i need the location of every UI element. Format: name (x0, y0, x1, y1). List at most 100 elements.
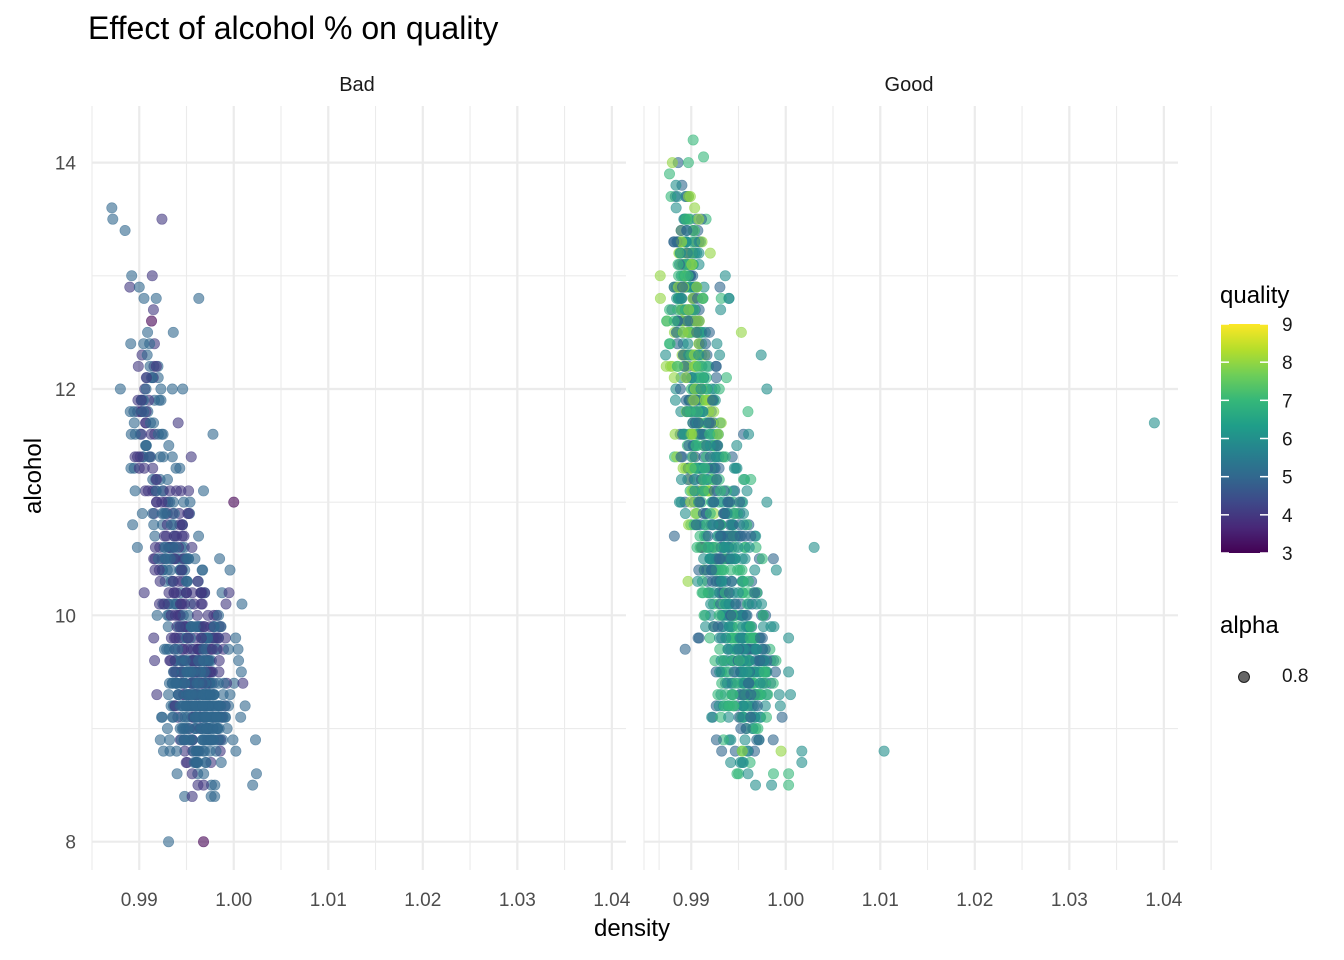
data-point (114, 383, 126, 395)
data-point (152, 553, 164, 565)
data-point (129, 485, 141, 497)
data-point (175, 734, 187, 746)
data-point (155, 394, 167, 406)
data-point (155, 383, 167, 395)
data-point (762, 689, 774, 701)
data-point (210, 745, 222, 757)
data-point (679, 507, 691, 519)
data-point (733, 768, 745, 780)
data-point (758, 666, 770, 678)
data-point (163, 689, 175, 701)
data-point (233, 655, 245, 667)
data-point (757, 609, 769, 621)
data-point (717, 655, 729, 667)
data-point (236, 598, 248, 610)
data-point (698, 609, 710, 621)
data-point (170, 541, 182, 553)
data-point (156, 711, 168, 723)
data-point (151, 689, 163, 701)
data-point (147, 304, 159, 316)
data-point (783, 632, 795, 644)
data-point (176, 598, 188, 610)
data-point (149, 541, 161, 553)
data-point (664, 338, 676, 350)
data-point (674, 383, 686, 395)
data-point (210, 711, 222, 723)
data-point (150, 360, 162, 372)
facet-strip-bad: Bad (339, 74, 375, 96)
data-point (693, 564, 705, 576)
data-point (725, 609, 737, 621)
data-point (195, 632, 207, 644)
data-point (668, 530, 680, 542)
data-point (213, 632, 225, 644)
data-point (723, 711, 735, 723)
data-point (126, 270, 138, 282)
data-point (735, 326, 747, 338)
data-point (200, 711, 212, 723)
data-point (767, 734, 779, 746)
data-point (706, 394, 718, 406)
data-point (154, 734, 166, 746)
data-point (119, 225, 131, 237)
x-tick-label: 1.04 (1145, 890, 1182, 911)
data-point (151, 609, 163, 621)
data-point (711, 474, 723, 486)
data-point (195, 587, 207, 599)
data-point (796, 745, 808, 757)
data-point (189, 621, 201, 633)
data-point (761, 383, 773, 395)
data-point (733, 655, 745, 667)
data-point (152, 428, 164, 440)
data-point (737, 575, 749, 587)
data-point (686, 258, 698, 270)
data-point (731, 643, 743, 655)
data-point (739, 734, 751, 746)
data-point (223, 643, 235, 655)
data-point (193, 530, 205, 542)
data-point (674, 247, 686, 259)
data-point (147, 462, 159, 474)
data-point (687, 247, 699, 259)
data-point (775, 745, 787, 757)
data-point (754, 677, 766, 689)
alpha-legend-label: 0.8 (1282, 666, 1309, 687)
data-point (693, 349, 705, 361)
chart-title: Effect of alcohol % on quality (88, 10, 499, 46)
colorbar-tick-label: 7 (1282, 391, 1293, 412)
data-point (750, 723, 762, 735)
data-point (179, 655, 191, 667)
data-point (754, 655, 766, 667)
data-point (176, 564, 188, 576)
data-point (682, 270, 694, 282)
data-point (131, 541, 143, 553)
data-point (193, 292, 205, 304)
data-point (140, 372, 152, 384)
data-point (677, 326, 689, 338)
data-point (235, 711, 247, 723)
data-point (125, 338, 137, 350)
data-point (668, 372, 680, 384)
data-point (167, 575, 179, 587)
data-point (674, 292, 686, 304)
data-point (704, 632, 716, 644)
data-point (734, 496, 746, 508)
data-point (690, 519, 702, 531)
data-point (198, 836, 210, 848)
data-point (164, 734, 176, 746)
data-point (209, 790, 221, 802)
data-point (744, 632, 756, 644)
x-tick-label: 1.00 (215, 890, 252, 911)
data-point (736, 745, 748, 757)
data-point (186, 541, 198, 553)
data-point (199, 621, 211, 633)
data-point (734, 530, 746, 542)
data-point (756, 553, 768, 565)
data-point (192, 575, 204, 587)
data-point (722, 643, 734, 655)
data-point (716, 745, 728, 757)
data-point (719, 451, 731, 463)
data-point (702, 530, 714, 542)
data-point (247, 779, 259, 791)
